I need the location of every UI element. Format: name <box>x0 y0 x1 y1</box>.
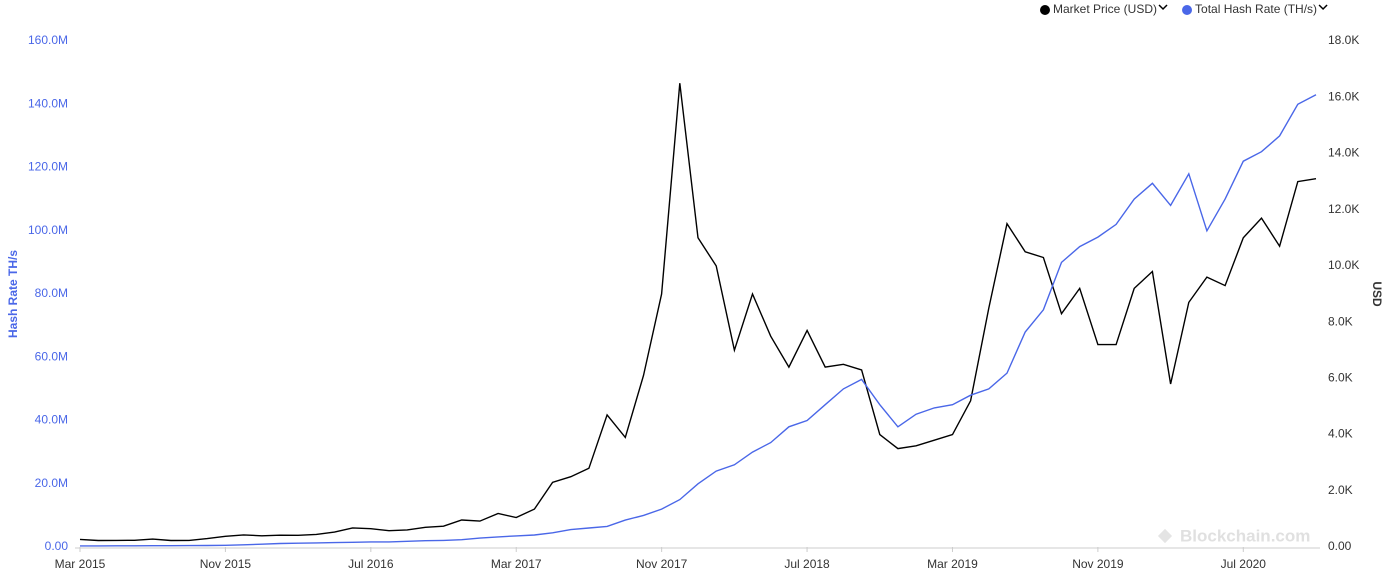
watermark: Blockchain.com <box>1157 526 1310 545</box>
x-tick-label: Nov 2019 <box>1072 557 1124 571</box>
series-line <box>79 83 1317 542</box>
y-tick-label: 160.0M <box>28 33 68 47</box>
legend-label: Market Price (USD) <box>1053 2 1157 16</box>
y2-tick-label: 8.0K <box>1328 314 1353 328</box>
y2-tick-label: 0.00 <box>1328 539 1352 553</box>
x-tick-label: Mar 2015 <box>55 557 106 571</box>
y2-tick-label: 6.0K <box>1328 371 1353 385</box>
legend-chevron <box>1318 4 1328 11</box>
y2-tick-label: 12.0K <box>1328 202 1359 216</box>
legend-swatch <box>1182 5 1193 15</box>
y2-tick-label: 10.0K <box>1328 258 1359 272</box>
x-tick-label: Mar 2019 <box>927 557 978 571</box>
y2-tick-label: 14.0K <box>1328 146 1359 160</box>
y-tick-label: 0.00 <box>45 539 69 553</box>
y2-tick-label: 2.0K <box>1328 483 1353 497</box>
x-tick-label: Mar 2017 <box>491 557 542 571</box>
y-tick-label: 20.0M <box>35 476 68 490</box>
x-tick-label: Jul 2016 <box>348 557 394 571</box>
legend-item[interactable]: Total Hash Rate (TH/s) <box>1182 2 1328 16</box>
watermark-logo <box>1157 528 1173 544</box>
y2-tick-label: 16.0K <box>1328 89 1359 103</box>
y-tick-label: 80.0M <box>35 286 68 300</box>
y-tick-label: 40.0M <box>35 413 68 427</box>
y2-tick-label: 4.0K <box>1328 427 1353 441</box>
legend-swatch <box>1040 5 1050 15</box>
series-line <box>80 94 1317 547</box>
y-tick-label: 120.0M <box>28 160 68 174</box>
x-tick-label: Nov 2017 <box>636 557 688 571</box>
x-tick-label: Jul 2018 <box>784 557 830 571</box>
y-tick-label: 100.0M <box>28 223 68 237</box>
y-axis-title: Hash Rate TH/s <box>6 250 20 338</box>
y-tick-label: 140.0M <box>28 96 68 110</box>
y-tick-label: 60.0M <box>35 349 68 363</box>
legend-chevron <box>1158 4 1168 11</box>
watermark-text: Blockchain.com <box>1180 526 1310 545</box>
legend-item[interactable]: Market Price (USD) <box>1040 2 1168 16</box>
legend-label: Total Hash Rate (TH/s) <box>1195 2 1317 16</box>
y2-axis-title: USD <box>1370 281 1384 307</box>
x-tick-label: Jul 2020 <box>1221 557 1267 571</box>
x-tick-label: Nov 2015 <box>200 557 252 571</box>
y2-tick-label: 18.0K <box>1328 33 1359 47</box>
